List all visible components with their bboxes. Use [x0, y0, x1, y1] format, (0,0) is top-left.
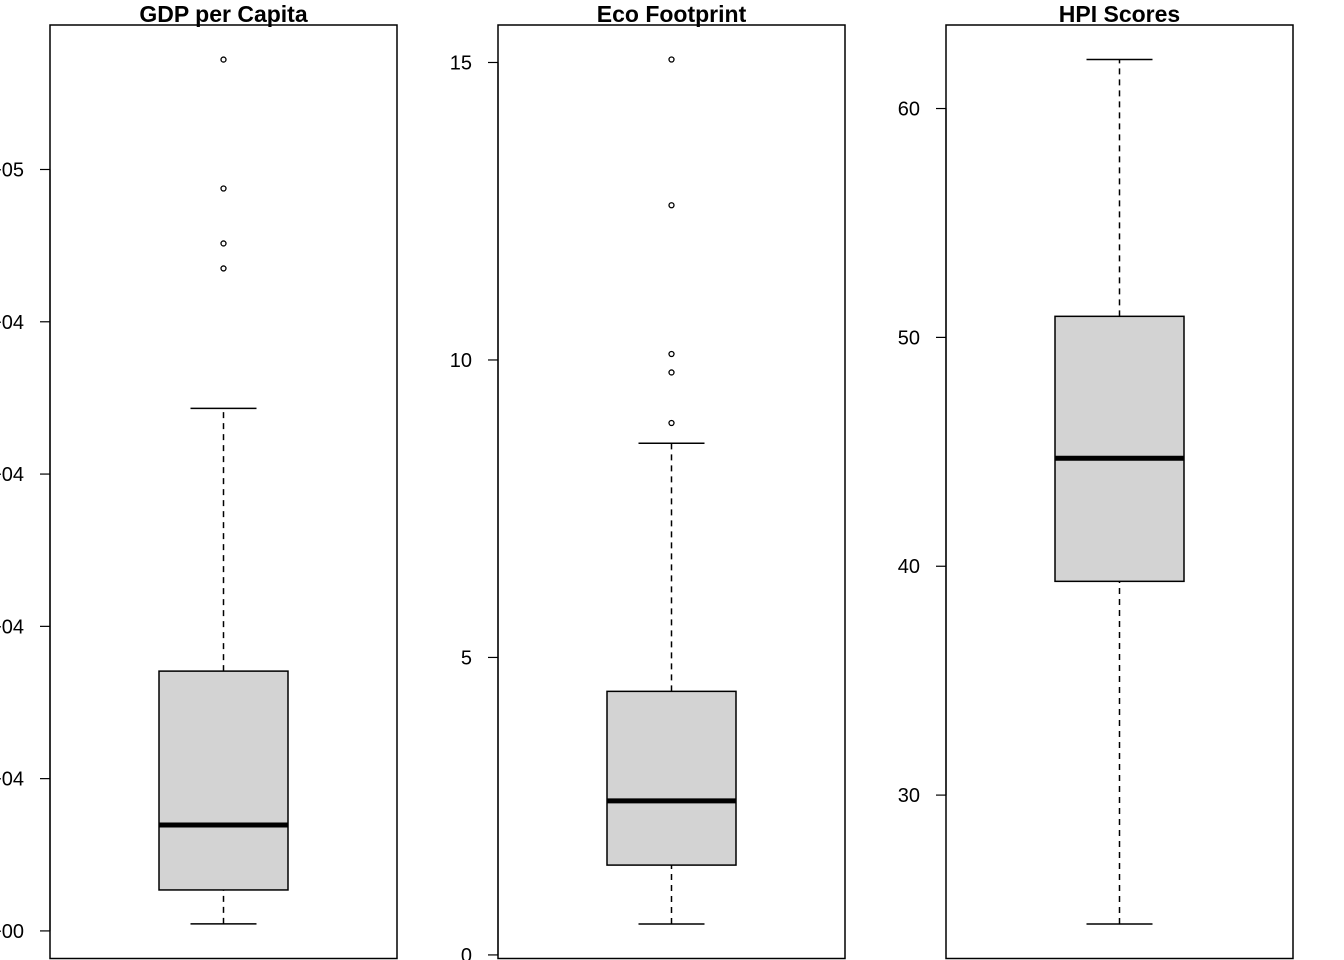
outlier: [220, 185, 227, 192]
y-tick-label: 40: [898, 556, 920, 578]
y-tick-label: 10: [450, 350, 472, 372]
outlier: [668, 369, 675, 376]
box: [1054, 315, 1185, 583]
outlier: [668, 56, 675, 63]
y-tick-label: 2e+04: [0, 769, 24, 791]
outlier: [668, 350, 675, 358]
outlier: [668, 202, 675, 209]
box: [158, 670, 289, 891]
chart-title: GDP per Capita: [139, 1, 307, 27]
y-tick-label: 8e+04: [0, 312, 24, 334]
y-tick-label: 0: [461, 945, 472, 960]
y-tick-label: 50: [898, 327, 920, 349]
y-tick-label: 30: [898, 785, 920, 807]
y-tick-label: 1e+05: [0, 159, 24, 181]
chart-title: Eco Footprint: [597, 1, 747, 27]
y-tick-label: 5: [461, 647, 472, 669]
y-tick-label: 6e+04: [0, 464, 24, 486]
y-tick-label: 0e+00: [0, 921, 24, 943]
chart-title: HPI Scores: [1059, 1, 1180, 27]
outlier: [668, 419, 675, 427]
outlier: [220, 240, 227, 247]
box: [606, 690, 737, 866]
outlier: [220, 265, 227, 272]
y-tick-label: 60: [898, 99, 920, 121]
y-tick-label: 15: [450, 52, 472, 74]
outlier: [220, 56, 227, 63]
y-tick-label: 4e+04: [0, 616, 24, 638]
